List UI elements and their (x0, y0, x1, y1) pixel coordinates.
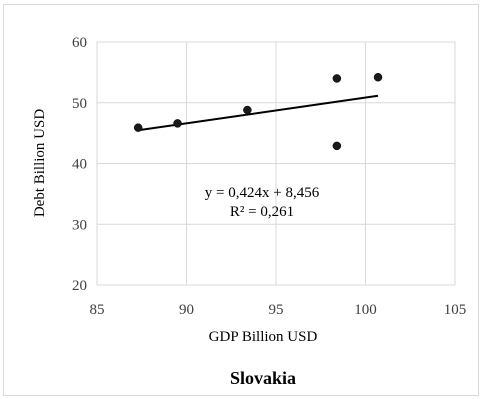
y-tick-label: 20 (72, 278, 87, 294)
y-tick-label: 40 (72, 157, 87, 173)
data-point (243, 105, 252, 115)
r-squared-label: R² = 0,261 (230, 204, 294, 220)
y-tick-label: 30 (72, 217, 87, 233)
trendline-equation: y = 0,424x + 8,456 (205, 185, 320, 201)
chart-title: Slovakia (230, 368, 296, 388)
data-points (133, 72, 383, 151)
y-tick-labels: 20 30 40 50 60 (72, 35, 87, 294)
x-tick-label: 105 (444, 302, 467, 318)
y-tick-label: 50 (72, 96, 87, 112)
data-point (332, 74, 342, 83)
y-axis-label: Debt Billion USD (32, 109, 48, 218)
x-tick-label: 85 (90, 302, 105, 318)
data-point (173, 119, 182, 128)
data-point (332, 141, 342, 151)
x-tick-label: 100 (354, 302, 377, 318)
x-tick-label: 90 (179, 302, 194, 318)
x-axis-label: GDP Billion USD (209, 329, 318, 345)
y-tick-label: 60 (72, 35, 87, 51)
gridlines (96, 41, 456, 286)
x-tick-label: 95 (269, 302, 284, 318)
data-point (133, 123, 143, 132)
x-tick-labels: 85 90 95 100 105 (90, 302, 467, 318)
chart-frame (3, 4, 479, 396)
data-point (373, 72, 383, 82)
